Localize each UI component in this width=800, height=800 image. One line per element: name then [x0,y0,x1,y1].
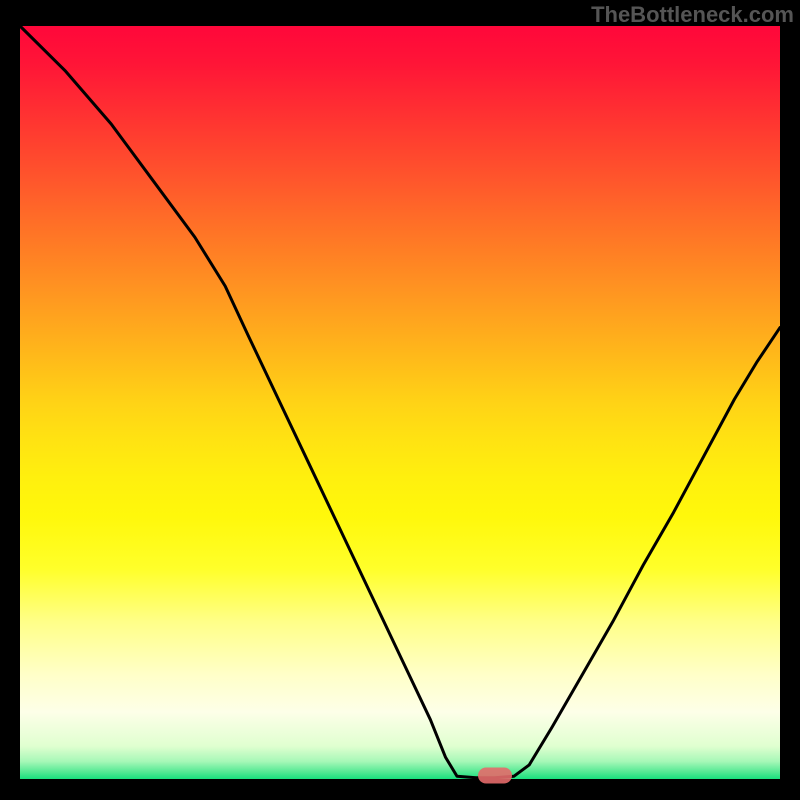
optimal-marker [478,767,512,783]
attribution-label: TheBottleneck.com [591,2,794,28]
plot-svg [0,0,800,800]
chart-container: TheBottleneck.com [0,0,800,800]
gradient-background [20,26,780,780]
